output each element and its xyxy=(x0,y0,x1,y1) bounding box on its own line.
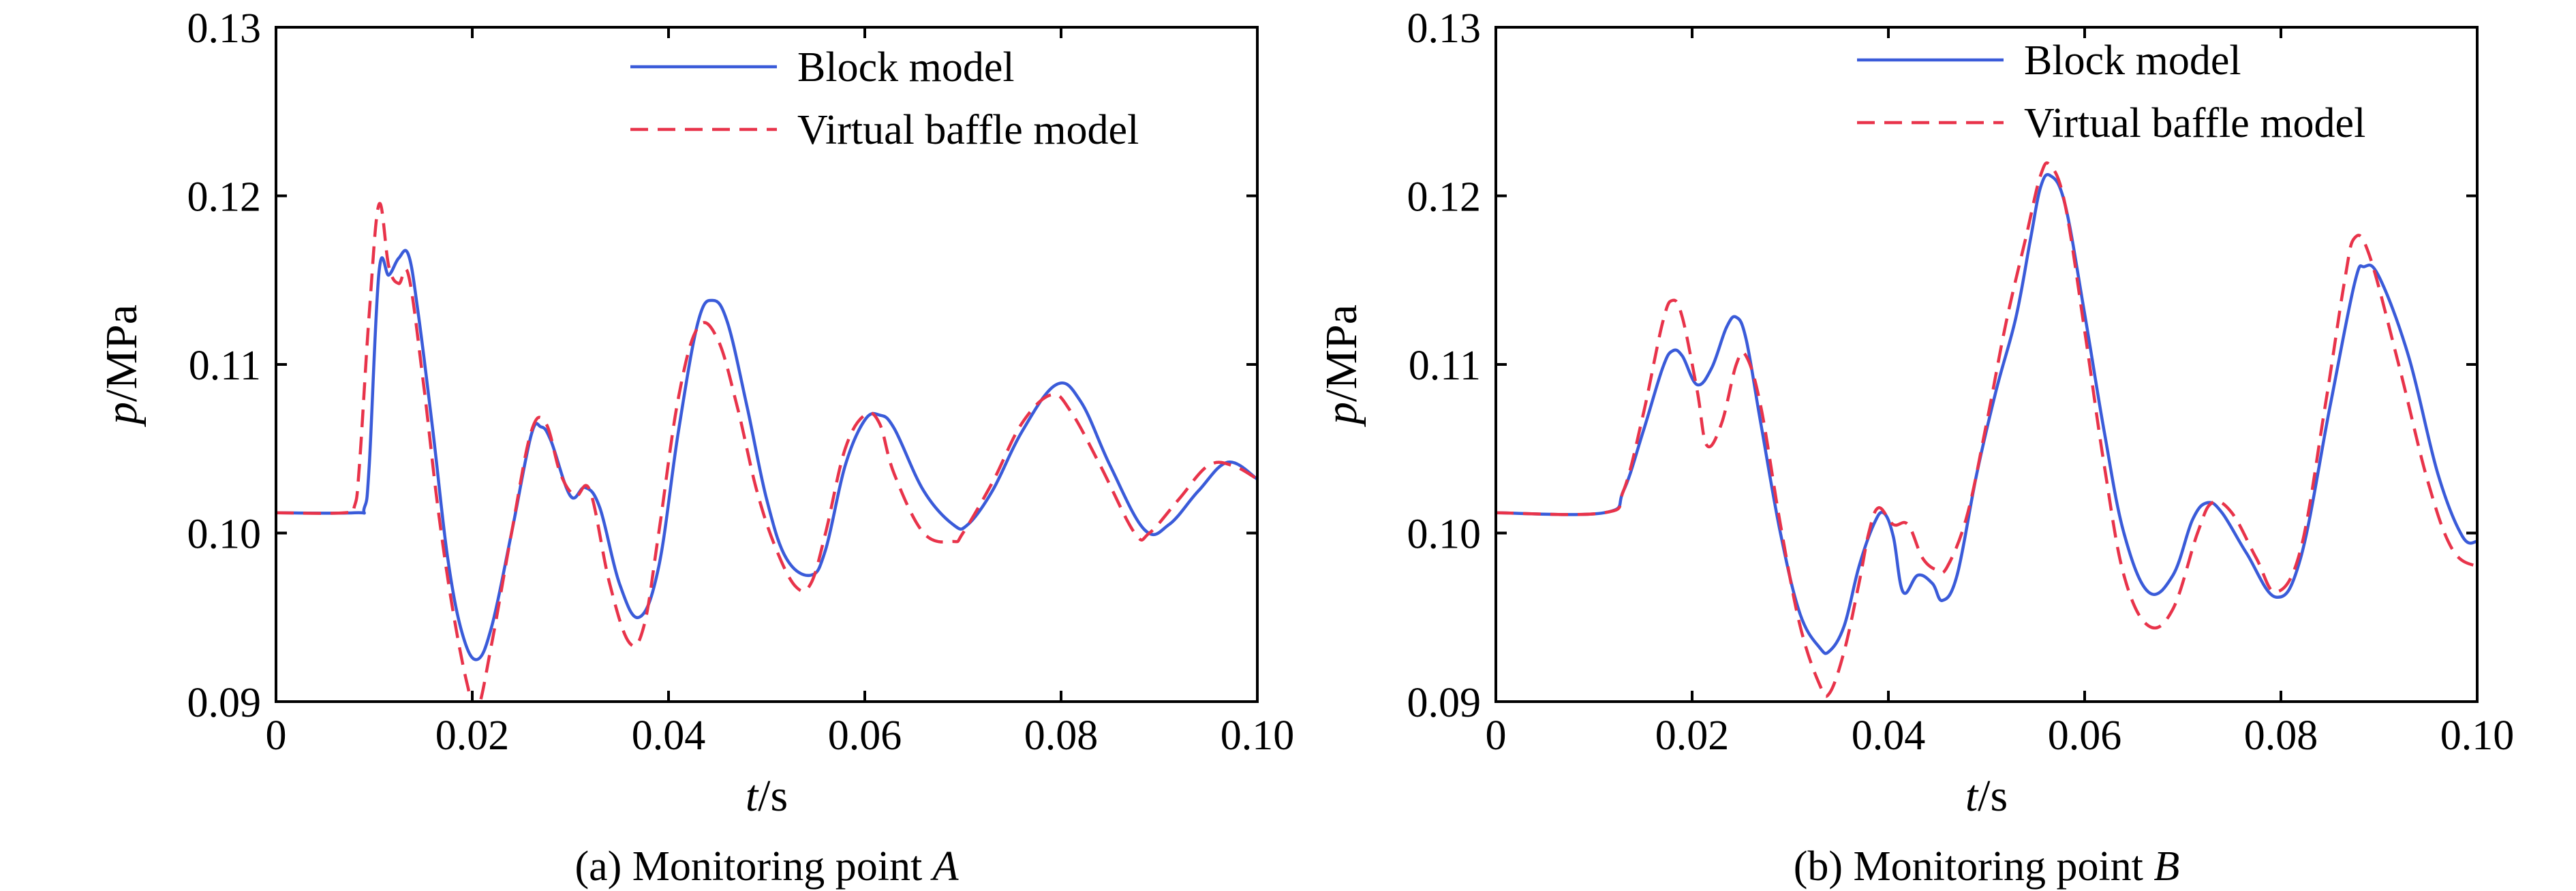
panel-b-y-tick-label: 0.11 xyxy=(1409,343,1481,389)
panel-b-x-tick-label: 0.06 xyxy=(2048,713,2122,759)
panel-a-y-tick-label: 0.09 xyxy=(187,680,262,726)
panel-a-x-tick-label: 0.04 xyxy=(632,713,706,759)
panel-a-y-tick-label: 0.11 xyxy=(189,343,261,389)
panel-b-legend-label: Virtual baffle model xyxy=(2024,100,2365,146)
panel-b-series-block-model-line xyxy=(1496,173,2477,655)
panel-a-x-axis-label: t/s xyxy=(746,771,788,821)
panel-a-caption: (a) Monitoring point A xyxy=(574,843,959,890)
panel-b-series-virtual-baffle-model-line xyxy=(1496,161,2477,698)
panel-b-y-tick-label: 0.09 xyxy=(1407,680,1482,726)
panel-a-y-tick-label: 0.10 xyxy=(187,512,262,558)
panel-a-x-tick-label: 0.10 xyxy=(1221,713,1295,759)
panel-a-legend-label: Virtual baffle model xyxy=(797,107,1139,153)
panel-b-y-tick-label: 0.12 xyxy=(1407,174,1482,221)
panel-b-legend-label: Block model xyxy=(2024,37,2241,84)
panel-b-chart: 0 0.02 0.04 0.06 0.08 0.10 0.09 0.10 0.11 0.12 0.1… xyxy=(1317,5,2514,890)
panel-a-series-virtual-baffle-model-line xyxy=(276,202,1257,702)
panel-a-y-axis-label: p/MPa xyxy=(97,304,147,427)
panel-a-y-tick-label: 0.13 xyxy=(187,5,262,52)
panel-b-x-tick-label: 0.08 xyxy=(2244,713,2318,759)
panel-a-x-tick-label: 0.02 xyxy=(435,713,510,759)
panel-b-x-tick-label: 0 xyxy=(1486,713,1507,759)
panel-b-x-tick-label: 0.10 xyxy=(2440,713,2515,759)
panel-a-legend-label: Block model xyxy=(797,44,1015,91)
panel-a-x-tick-label: 0.08 xyxy=(1024,713,1099,759)
panel-a-x-tick-label: 0 xyxy=(266,713,287,759)
panel-b-x-tick-label: 0.04 xyxy=(1852,713,1926,759)
panel-a-x-tick-label: 0.06 xyxy=(828,713,902,759)
panel-b-caption: (b) Monitoring point B xyxy=(1794,843,2180,890)
panel-a-series-block-model-line xyxy=(276,249,1257,661)
panel-a-chart: 0 0.02 0.04 0.06 0.08 0.10 0.09 0.10 0.11 0.12 0.1… xyxy=(97,5,1294,890)
panel-b-x-axis-label: t/s xyxy=(1965,771,2008,821)
panel-b-x-tick-label: 0.02 xyxy=(1655,713,1730,759)
panel-b-y-tick-label: 0.10 xyxy=(1407,512,1482,558)
panel-b-y-tick-label: 0.13 xyxy=(1407,5,1482,52)
panel-b-y-axis-label: p/MPa xyxy=(1317,304,1366,427)
panel-a-y-tick-label: 0.12 xyxy=(187,174,262,221)
